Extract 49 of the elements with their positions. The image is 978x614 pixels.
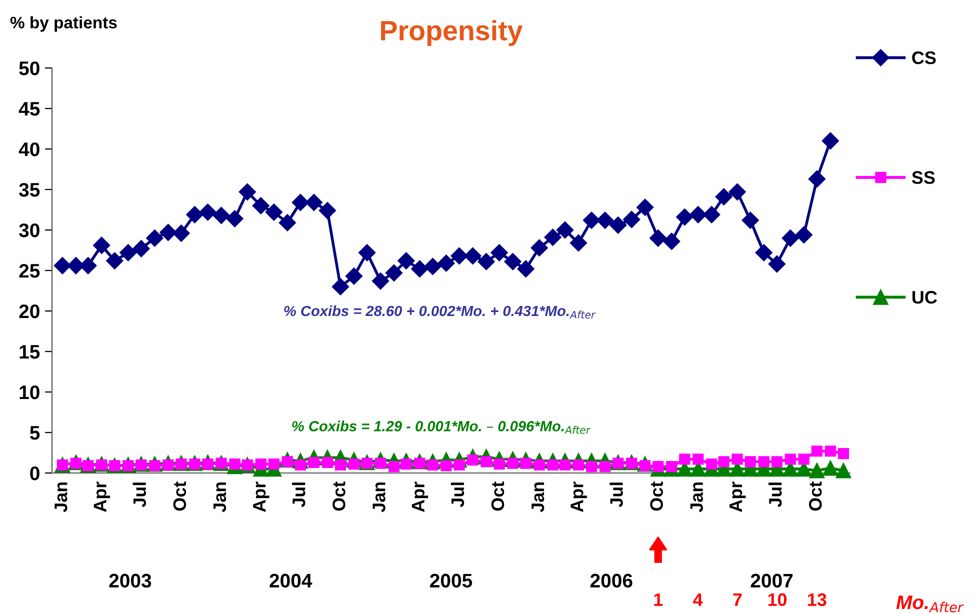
annotation: % Coxibs = 28.60 + 0.002*Mo. + 0.431*Mo.$_{After}$ xyxy=(284,305,596,319)
legend-label: CS xyxy=(912,51,936,64)
x-tick-label: Apr xyxy=(570,482,587,512)
x-tick-label: Jul xyxy=(292,482,306,508)
y-tick-label: 10 xyxy=(20,385,40,400)
y-tick-label: 25 xyxy=(19,264,40,278)
x-tick-label: Jul xyxy=(450,482,464,508)
y-tick-label: 0 xyxy=(30,466,40,480)
y-tick-label: 5 xyxy=(30,426,40,440)
legend-label: SS xyxy=(912,171,935,184)
y-tick-label: 30 xyxy=(19,223,40,238)
y-axis-title: % by patients xyxy=(10,16,117,32)
x-tick-label: Oct xyxy=(650,482,663,511)
x-tick-label: Jan xyxy=(372,482,386,512)
x-tick-label: Jan xyxy=(214,482,226,512)
y-tick-label: 35 xyxy=(19,182,40,197)
y-tick-label: 45 xyxy=(18,102,40,116)
x-tick-label: Jan xyxy=(532,482,544,512)
x-tick-label: Oct xyxy=(808,482,822,511)
text: 2006 xyxy=(590,574,632,588)
x2-axis-title: Mo.$_{After}$ xyxy=(896,596,964,612)
text: 2007 xyxy=(750,574,793,588)
chart-title: Propensity xyxy=(381,20,523,46)
x-tick-label: Apr xyxy=(253,482,270,512)
x-tick-label: Oct xyxy=(332,482,346,511)
text: 2003 xyxy=(109,574,152,588)
x-tick-label: Apr xyxy=(412,482,428,512)
x-tick-label: Apr xyxy=(94,482,110,512)
text: 2005 xyxy=(430,574,472,588)
x-tick-label: Jul xyxy=(610,482,623,508)
y-tick-label: 50 xyxy=(19,61,40,76)
x2-tick-label: 4 xyxy=(693,593,703,606)
x-tick-label: Oct xyxy=(491,482,504,511)
x2-tick-label: 10 xyxy=(768,593,787,606)
x2-tick-label: 7 xyxy=(733,593,742,606)
x-tick-label: Jul xyxy=(768,482,782,508)
legend-label: UC xyxy=(912,290,937,304)
y-tick-label: 40 xyxy=(18,142,40,156)
text: 2004 xyxy=(270,574,312,588)
x2-tick-label: 13 xyxy=(808,593,826,606)
x-tick-label: Apr xyxy=(730,482,746,512)
x-tick-label: Jan xyxy=(690,482,703,512)
x-tick-label: Jan xyxy=(54,482,68,512)
x-tick-label: Jul xyxy=(132,482,146,508)
y-tick-label: 20 xyxy=(19,304,40,318)
x2-tick-label: 1 xyxy=(654,593,663,606)
annotation: % Coxibs = 1.29 - 0.001*Mo. – 0.096*Mo.$_{After}$ xyxy=(292,420,591,434)
y-tick-label: 15 xyxy=(20,345,40,359)
x-tick-label: Oct xyxy=(173,482,186,511)
